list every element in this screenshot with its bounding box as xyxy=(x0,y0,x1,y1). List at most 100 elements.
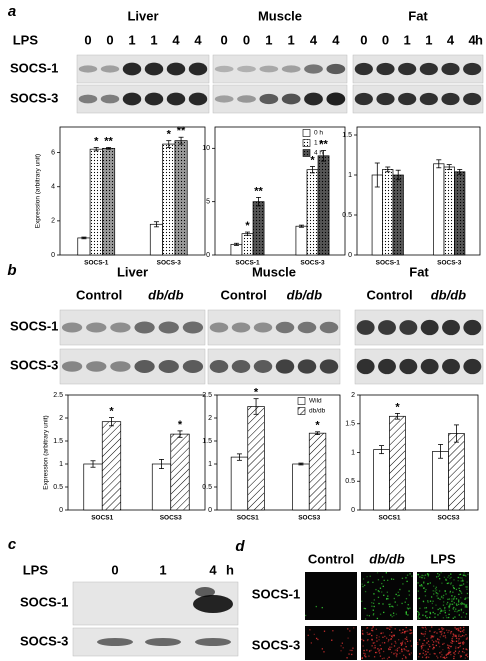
error-bar xyxy=(256,196,262,207)
micrograph-speck xyxy=(437,573,439,575)
micrograph-speck xyxy=(419,607,421,610)
micrograph-speck xyxy=(395,655,397,657)
micrograph-speck xyxy=(450,582,452,584)
micrograph-speck xyxy=(340,645,342,647)
micrograph-speck xyxy=(401,650,403,653)
micrograph-speck xyxy=(450,653,452,656)
micrograph-speck xyxy=(422,633,425,635)
micrograph-speck xyxy=(389,628,391,630)
micrograph-speck xyxy=(458,593,460,596)
blot-band xyxy=(420,358,439,375)
blot-band xyxy=(61,322,83,333)
micrograph-speck xyxy=(433,635,435,637)
micrograph-speck xyxy=(458,609,460,612)
x-tick-label: SOCS1 xyxy=(91,515,113,522)
micrograph-speck xyxy=(332,630,334,632)
micrograph-speck xyxy=(444,610,446,612)
micrograph-speck xyxy=(402,631,404,634)
micrograph-speck xyxy=(438,645,441,648)
micrograph-speck xyxy=(459,656,462,658)
micrograph-speck xyxy=(364,618,367,620)
plot-frame xyxy=(216,394,341,511)
micrograph-speck xyxy=(362,585,364,588)
micrograph-speck xyxy=(378,590,380,593)
micrograph-speck xyxy=(455,637,458,639)
micrograph-speck xyxy=(425,650,427,653)
micrograph-speck xyxy=(464,604,467,606)
legend-label: 4 h xyxy=(314,150,323,157)
micrograph-speck xyxy=(418,617,421,620)
label: 0 xyxy=(221,32,228,47)
micrograph-speck xyxy=(426,610,428,613)
micrograph-speck xyxy=(362,633,364,635)
micrograph-speck xyxy=(453,606,455,609)
blot-band xyxy=(110,361,131,372)
micrograph-speck xyxy=(458,614,460,616)
micrograph-speck xyxy=(466,653,468,655)
micrograph-speck xyxy=(425,589,427,591)
y-tick-label: 1 xyxy=(208,461,212,468)
micrograph-speck xyxy=(426,637,428,640)
micrograph-speck xyxy=(387,598,389,600)
micrograph-speck xyxy=(361,630,364,632)
micrograph-speck xyxy=(455,635,457,637)
micrograph-speck xyxy=(450,641,452,644)
micrograph-speck xyxy=(378,650,380,652)
micrograph-speck xyxy=(402,629,404,631)
micrograph-speck xyxy=(448,652,451,654)
error-bar xyxy=(298,224,304,228)
label: Fat xyxy=(408,8,428,23)
label: 0 xyxy=(111,562,118,577)
micrograph-speck xyxy=(451,639,453,642)
micrograph-speck xyxy=(466,606,468,608)
micrograph-speck xyxy=(351,653,353,656)
micrograph-speck xyxy=(450,573,452,575)
micrograph-speck xyxy=(429,616,431,618)
micrograph-speck xyxy=(465,638,468,640)
micrograph xyxy=(305,572,357,620)
blot-band xyxy=(182,360,204,373)
micrograph-speck xyxy=(317,638,319,641)
micrograph-speck xyxy=(455,640,458,642)
plot-frame xyxy=(214,126,346,256)
micrograph-speck xyxy=(439,636,441,638)
significance: ** xyxy=(319,138,328,150)
label: SOCS-1 xyxy=(10,60,58,75)
micrograph-speck xyxy=(366,575,368,578)
label: 0 xyxy=(243,32,250,47)
x-tick-label: SOCS1 xyxy=(378,515,400,522)
micrograph-speck xyxy=(378,636,380,638)
micrograph-speck xyxy=(427,651,429,653)
y-tick-label: 0 xyxy=(59,507,63,514)
micrograph-speck xyxy=(449,590,452,593)
micrograph-speck xyxy=(440,651,443,653)
micrograph-speck xyxy=(352,647,354,649)
blot xyxy=(59,309,206,346)
label: 4 xyxy=(172,32,180,47)
micrograph-speck xyxy=(313,633,315,636)
micrograph-speck xyxy=(371,634,373,637)
error-bar xyxy=(106,147,112,150)
micrograph-speck xyxy=(386,591,388,593)
micrograph-speck xyxy=(394,652,397,654)
micrograph-speck xyxy=(421,644,423,647)
micrograph-speck xyxy=(455,628,458,630)
micrograph-speck xyxy=(399,652,401,654)
micrograph-speck xyxy=(457,628,460,630)
label: Control xyxy=(76,287,122,302)
micrograph-speck xyxy=(435,589,438,591)
micrograph-speck xyxy=(305,614,307,617)
micrograph-speck xyxy=(433,647,435,649)
micrograph-speck xyxy=(453,579,455,581)
y-tick-label: 2 xyxy=(351,392,355,399)
blot-band xyxy=(304,92,323,106)
micrograph-speck xyxy=(447,652,450,654)
micrograph-speck xyxy=(442,610,444,612)
significance: * xyxy=(109,405,114,417)
micrograph-speck xyxy=(446,656,448,659)
micrograph-speck xyxy=(406,640,409,643)
micrograph-speck xyxy=(378,649,381,651)
micrograph-speck xyxy=(421,656,424,658)
micrograph-speck xyxy=(457,579,459,582)
micrograph-speck xyxy=(440,572,442,574)
